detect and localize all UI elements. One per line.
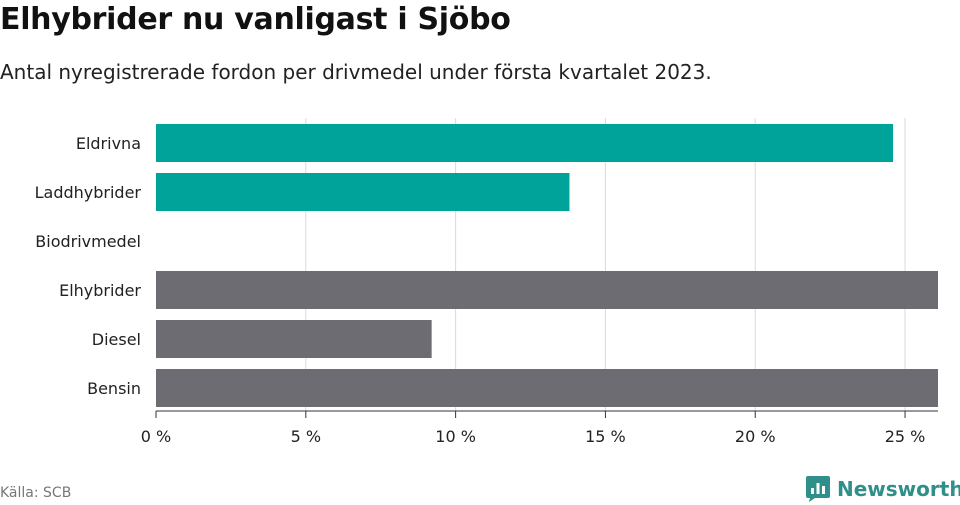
x-tick-label: 15 %	[585, 427, 626, 446]
bar	[156, 124, 894, 162]
brand-logo: Newsworthy	[805, 474, 960, 504]
chart-subtitle: Antal nyregistrerade fordon per drivmede…	[0, 60, 712, 84]
x-tick-label: 0 %	[141, 427, 171, 446]
category-label: Biodrivmedel	[35, 232, 141, 251]
bar	[156, 320, 432, 358]
source-note: Källa: SCB	[0, 485, 72, 501]
x-tick-label: 5 %	[291, 427, 321, 446]
newsworthy-logo-icon	[806, 476, 830, 502]
x-tick-label: 25 %	[885, 427, 926, 446]
category-label: Laddhybrider	[35, 183, 142, 202]
category-label: Bensin	[87, 379, 141, 398]
x-tick-label: 10 %	[435, 427, 476, 446]
bar	[156, 369, 938, 407]
bar	[156, 173, 570, 211]
x-tick-label: 20 %	[735, 427, 776, 446]
brand-name: Newsworthy	[837, 477, 960, 501]
bar	[156, 271, 938, 309]
category-label: Elhybrider	[59, 281, 141, 300]
chart-title: Elhybrider nu vanligast i Sjöbo	[0, 2, 511, 37]
category-label: Diesel	[92, 330, 141, 349]
category-label: Eldrivna	[76, 134, 141, 153]
